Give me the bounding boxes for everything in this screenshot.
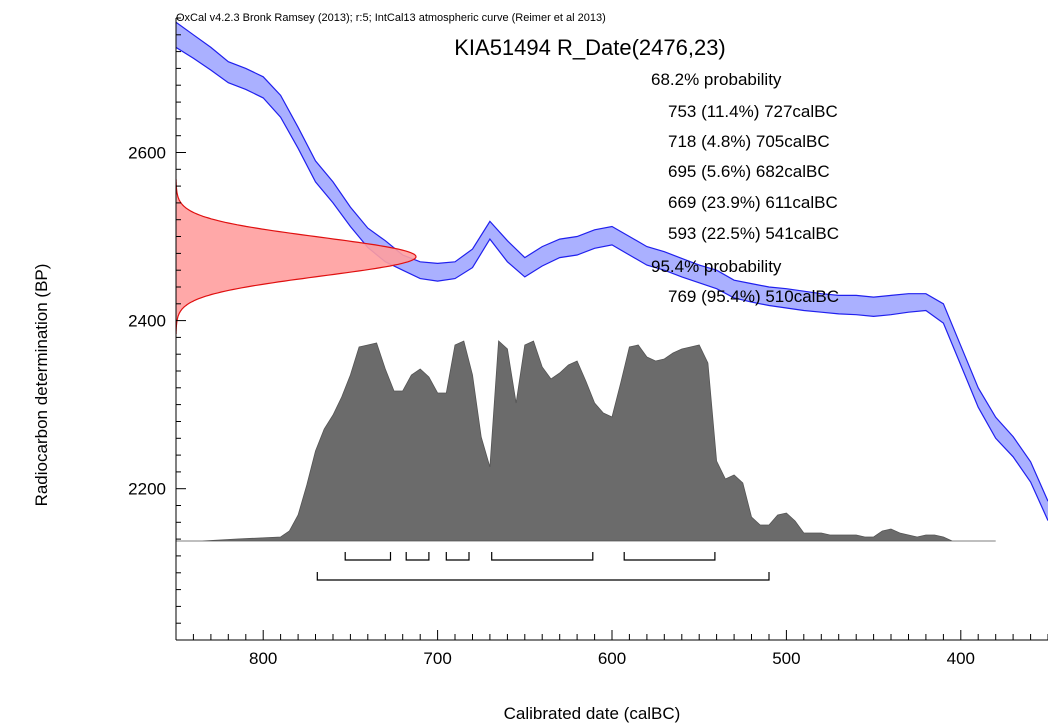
range-95-item: 769 (95.4%) 510calBC [668,287,839,306]
axes: 800 700 600 500 400 2200 2400 2600 [128,17,1048,668]
x-tick-label: 600 [598,649,626,668]
x-tick-label: 800 [249,649,277,668]
calibration-curve-layer [176,21,1048,521]
y-tick-label: 2200 [128,480,166,499]
range-bracket-68 [445,552,470,561]
range-68-item: 718 (4.8%) 705calBC [668,132,830,151]
measurement-distribution [176,179,416,334]
y-tick-label: 2400 [128,312,166,331]
chart-title: KIA51494 R_Date(2476,23) [454,35,726,60]
range-68-item: 669 (23.9%) 611calBC [668,193,838,212]
annotations: OxCal v4.2.3 Bronk Ramsey (2013); r:5; I… [32,12,839,723]
y-axis-label: Radiocarbon determination (BP) [32,264,51,507]
measurement-outline [176,179,417,334]
range-68-item: 753 (11.4%) 727calBC [668,102,838,121]
x-tick-label: 700 [423,649,451,668]
range-brackets [316,552,770,581]
plot-header: OxCal v4.2.3 Bronk Ramsey (2013); r:5; I… [176,12,606,24]
measurement-layer [176,179,417,334]
posterior-layer [176,340,996,542]
range-bracket-95 [316,572,770,581]
calibration-curve-lower [176,46,1048,521]
range-bracket-68 [491,552,594,561]
x-tick-label: 500 [772,649,800,668]
range-68-item: 695 (5.6%) 682calBC [668,162,830,181]
range-bracket-68 [405,552,430,561]
probability-68-label: 68.2% probability [651,70,782,89]
range-bracket-68 [344,552,392,561]
probability-95-label: 95.4% probability [651,257,782,276]
range-68-item: 593 (22.5%) 541calBC [668,224,839,243]
x-axis-label: Calibrated date (calBC) [504,704,681,723]
x-tick-label: 400 [947,649,975,668]
calibration-curve-upper [176,21,1048,502]
range-bracket-68 [623,552,716,561]
y-tick-label: 2600 [128,144,166,163]
calibrated-distribution [176,340,996,542]
